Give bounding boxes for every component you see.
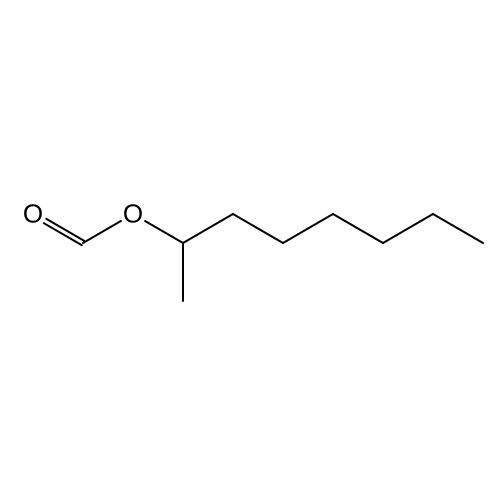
bond-line xyxy=(333,214,383,243)
atom-label-o: O xyxy=(123,199,143,230)
bond-line xyxy=(46,219,84,241)
bond-line xyxy=(44,223,82,245)
bond-line xyxy=(283,214,333,243)
molecule-canvas: OO xyxy=(0,0,500,500)
bond-line xyxy=(233,214,283,243)
atom-label-o: O xyxy=(23,199,43,230)
molecule-svg xyxy=(0,0,500,500)
bond-line xyxy=(383,214,433,243)
bond-line xyxy=(433,214,483,243)
bond-line xyxy=(83,221,121,243)
bond-line xyxy=(145,221,183,243)
bond-line xyxy=(183,214,233,243)
